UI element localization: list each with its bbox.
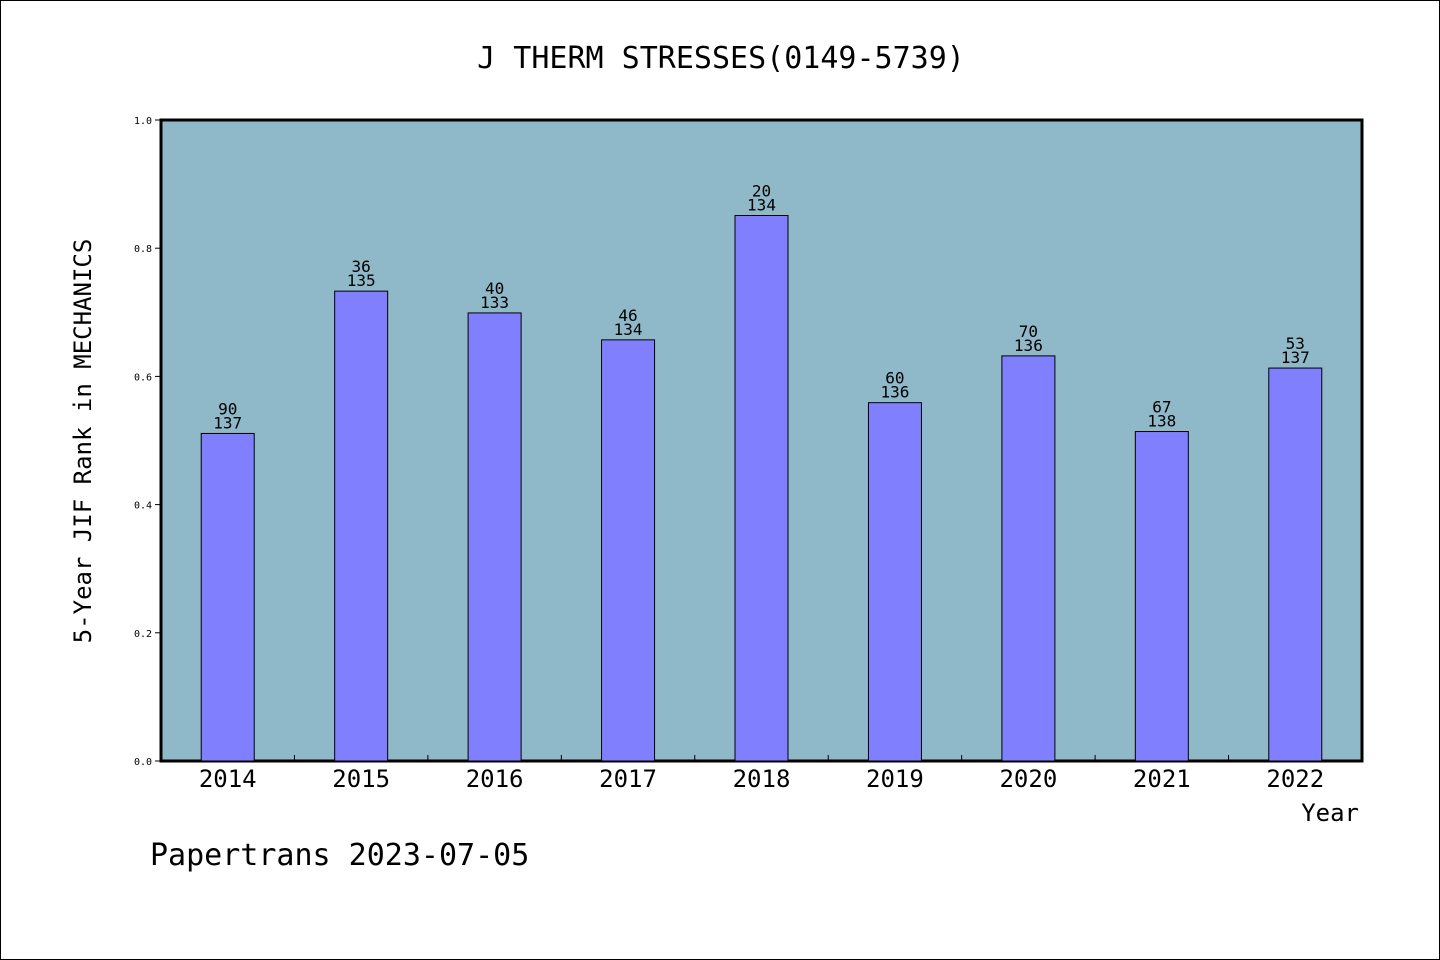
x-axis-label: Year bbox=[1301, 799, 1359, 827]
bar-label-total: 137 bbox=[213, 413, 242, 432]
x-tick-label: 2014 bbox=[199, 765, 257, 793]
x-axis: 2014 2015 2016 2017 2018 2019 2020 2021 2022 bbox=[199, 755, 1324, 793]
bar-label-rank: 67 bbox=[1152, 398, 1171, 417]
bar-label-total: 133 bbox=[480, 293, 509, 312]
bar bbox=[334, 290, 389, 762]
y-axis: 0.0 0.2 0.4 0.6 0.8 1.0 bbox=[134, 116, 161, 768]
bar bbox=[1268, 367, 1323, 762]
bar-label-total: 138 bbox=[1147, 412, 1176, 431]
bar-label-rank: 20 bbox=[752, 182, 771, 201]
y-tick-label: 1.0 bbox=[134, 116, 152, 127]
bar-label-total: 137 bbox=[1281, 348, 1310, 367]
bar bbox=[867, 402, 922, 762]
x-tick-label: 2020 bbox=[999, 765, 1057, 793]
chart-title: J THERM STRESSES(0149-5739) bbox=[477, 41, 965, 76]
bar bbox=[734, 215, 789, 762]
x-tick-label: 2018 bbox=[733, 765, 791, 793]
y-tick-label: 0.4 bbox=[134, 501, 152, 512]
y-tick-label: 0.2 bbox=[134, 629, 152, 640]
bar-label-rank: 46 bbox=[618, 306, 637, 325]
bar-label-rank: 70 bbox=[1019, 322, 1038, 341]
bar-label-total: 134 bbox=[614, 320, 643, 339]
bar-label-rank: 36 bbox=[352, 257, 371, 276]
bar bbox=[467, 312, 522, 762]
bar-label-total: 134 bbox=[747, 196, 776, 215]
x-tick-label: 2016 bbox=[466, 765, 524, 793]
footer-text: Papertrans 2023-07-05 bbox=[150, 838, 529, 873]
bar-label-total: 136 bbox=[1014, 336, 1043, 355]
bar-label-rank: 90 bbox=[218, 399, 237, 418]
x-tick-label: 2021 bbox=[1133, 765, 1191, 793]
y-axis-label: 5-Year JIF Rank in MECHANICS bbox=[69, 239, 97, 644]
x-tick-label: 2017 bbox=[599, 765, 657, 793]
bar-label-total: 135 bbox=[347, 271, 376, 290]
bar bbox=[1134, 431, 1189, 762]
y-tick-label: 0.0 bbox=[134, 757, 152, 768]
bar-label-total: 136 bbox=[880, 383, 909, 402]
y-tick-label: 0.8 bbox=[134, 244, 152, 255]
x-tick-label: 2022 bbox=[1266, 765, 1324, 793]
y-tick-label: 0.6 bbox=[134, 372, 152, 383]
bar-label-rank: 53 bbox=[1286, 334, 1305, 353]
bar-label-rank: 40 bbox=[485, 279, 504, 298]
x-tick-label: 2019 bbox=[866, 765, 924, 793]
bar-label-rank: 60 bbox=[885, 369, 904, 388]
bars-group bbox=[200, 215, 1323, 762]
bar bbox=[601, 339, 656, 762]
x-tick-label: 2015 bbox=[332, 765, 390, 793]
bar bbox=[1001, 355, 1056, 762]
bar bbox=[200, 432, 255, 762]
